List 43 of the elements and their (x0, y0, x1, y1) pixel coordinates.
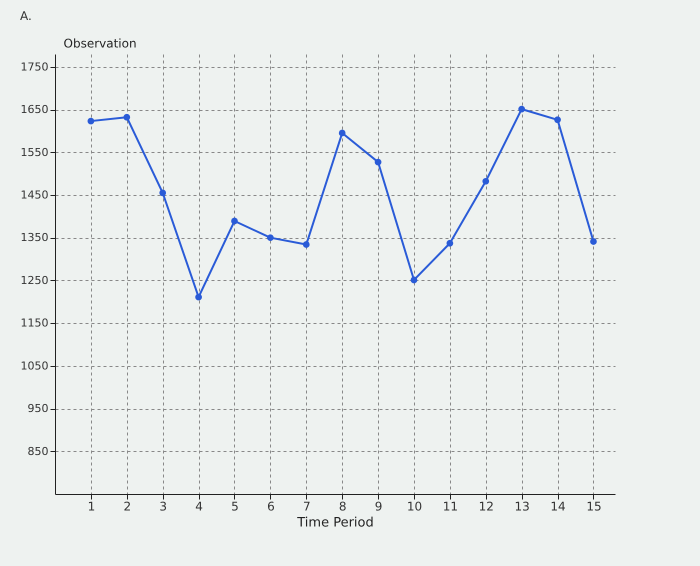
point (267, 234, 274, 242)
point (482, 178, 490, 185)
point (159, 189, 166, 196)
x-tick-label: 10 (406, 500, 422, 514)
x-tick-label: 1 (88, 500, 96, 514)
y-axis-title: Observation (64, 36, 137, 50)
y-tick-label: 1750 (20, 60, 48, 74)
x-tick-label: 9 (374, 500, 382, 514)
point (590, 238, 597, 245)
x-tick-label: 5 (231, 500, 239, 514)
y-tick-label: 850 (28, 444, 48, 458)
point (338, 130, 346, 136)
x-tick-label: 2 (123, 500, 132, 514)
x-tick-label: 3 (159, 500, 168, 514)
y-tick-label: 1250 (20, 274, 48, 287)
point (302, 241, 310, 248)
x-tick-label: 4 (195, 500, 203, 514)
y-tick-label: 1050 (20, 359, 48, 372)
y-tick-label: 1350 (20, 231, 48, 244)
point (518, 106, 526, 112)
x-tick-label: 8 (338, 500, 346, 514)
point (410, 276, 418, 284)
y-tick-label: 1550 (20, 146, 48, 159)
point (554, 116, 561, 124)
x-tick-label: 14 (550, 500, 566, 514)
x-tick-label: 6 (267, 500, 275, 514)
x-tick-label: 15 (586, 500, 602, 514)
y-tick-label: 1450 (20, 188, 48, 202)
point (374, 158, 382, 166)
point (446, 240, 454, 247)
y-tick-label: 950 (28, 402, 48, 416)
text: A. (20, 9, 32, 23)
x-tick-label: 7 (302, 500, 311, 514)
x-tick-label: 11 (442, 500, 458, 514)
x-axis-title: Time Period (296, 516, 374, 530)
point (88, 118, 94, 124)
y-tick-label: 1650 (20, 103, 48, 116)
point (123, 114, 130, 121)
point (231, 218, 238, 224)
x-tick-label: 12 (478, 500, 494, 514)
point (195, 294, 202, 300)
y-tick-label: 1150 (20, 316, 48, 330)
x-tick-label: 13 (514, 500, 530, 514)
